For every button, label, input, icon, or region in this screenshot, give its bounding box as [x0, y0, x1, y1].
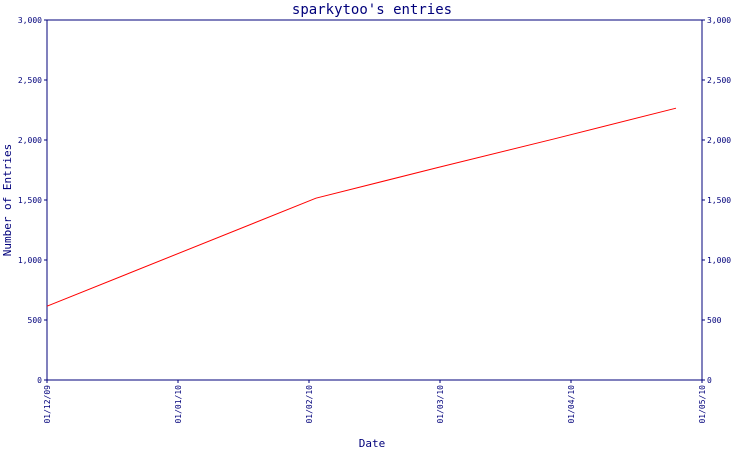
y-tick-label-right: 2,000 [707, 136, 731, 145]
y-axis-left: 0 500 1,000 1,500 2,000 2,500 3,000 [18, 16, 47, 385]
plot-area-frame [46, 19, 703, 381]
y-tick-label-right: 500 [707, 316, 722, 325]
y-tick-label-right: 2,500 [707, 76, 731, 85]
y-tick-label-left: 0 [37, 376, 42, 385]
x-tick-label: 01/03/10 [436, 385, 445, 424]
y-tick-label-left: 2,000 [18, 136, 42, 145]
y-tick-label-right: 1,500 [707, 196, 731, 205]
x-tick-label: 01/04/10 [567, 385, 576, 424]
series-line [46, 107, 677, 307]
y-tick-label-left: 500 [28, 316, 43, 325]
y-tick-label-right: 1,000 [707, 256, 731, 265]
x-tick-label: 01/02/10 [305, 385, 314, 424]
x-tick-label: 01/12/09 [43, 385, 52, 424]
x-tick-label: 01/01/10 [174, 385, 183, 424]
y-tick-label-right: 0 [707, 376, 712, 385]
y-tick-label-left: 1,000 [18, 256, 42, 265]
y-tick-label-left: 2,500 [18, 76, 42, 85]
y-tick-label-right: 3,000 [707, 16, 731, 25]
x-axis: 01/12/09 01/01/10 01/02/10 01/03/10 01/04/10… [43, 380, 707, 424]
y-axis-right: 0 500 1,000 1,500 2,000 2,500 3,000 [702, 16, 731, 385]
x-tick-label: 01/05/10 [698, 385, 707, 424]
y-tick-label-left: 1,500 [18, 196, 42, 205]
x-axis-title: Date [359, 437, 386, 450]
chart-title: sparkytoo's entries [292, 2, 452, 18]
y-tick-label-left: 3,000 [18, 16, 42, 25]
series-layer [46, 107, 677, 307]
y-axis-title: Number of Entries [1, 144, 14, 257]
